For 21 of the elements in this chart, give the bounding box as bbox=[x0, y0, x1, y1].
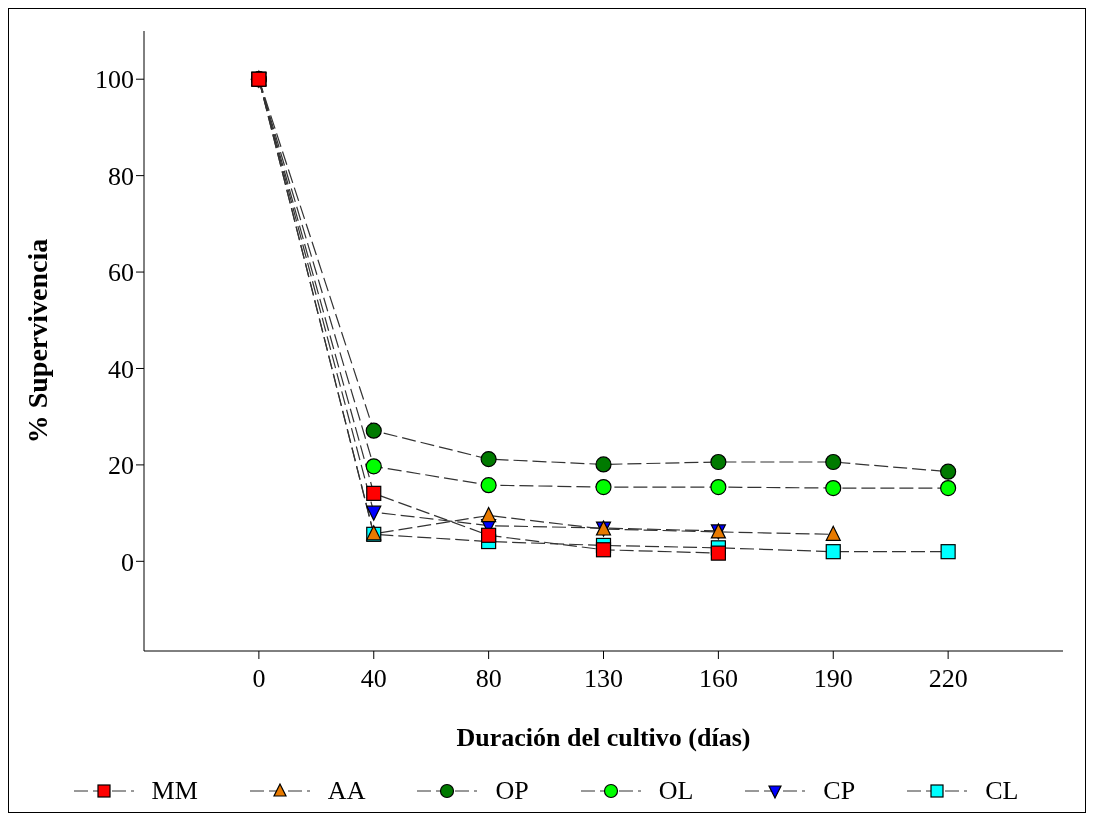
y-tick-label: 100 bbox=[95, 65, 134, 95]
legend-label: OL bbox=[658, 776, 694, 806]
x-tick-label: 220 bbox=[928, 664, 968, 694]
y-tick-label: 40 bbox=[108, 354, 134, 384]
x-tick-label: 0 bbox=[252, 664, 266, 694]
y-tick-label: 60 bbox=[108, 258, 134, 288]
legend-label: CP bbox=[823, 776, 856, 806]
legend-label: OP bbox=[495, 776, 529, 806]
y-tick-label: 20 bbox=[108, 451, 134, 481]
y-tick-label: 0 bbox=[121, 547, 134, 577]
legend-label: MM bbox=[151, 776, 198, 806]
y-axis-title: % Supervivencia bbox=[21, 238, 53, 444]
x-tick-label: 190 bbox=[813, 664, 853, 694]
x-tick-label: 130 bbox=[584, 664, 623, 694]
x-axis-title: Duración del cultivo (días) bbox=[456, 723, 751, 752]
y-tick-label: 80 bbox=[108, 161, 134, 191]
x-tick-label: 160 bbox=[698, 664, 738, 694]
x-tick-label: 80 bbox=[475, 664, 502, 694]
legend-label: AA bbox=[327, 776, 366, 806]
x-tick-label: 40 bbox=[360, 664, 387, 694]
legend-label: CL bbox=[985, 776, 1019, 806]
